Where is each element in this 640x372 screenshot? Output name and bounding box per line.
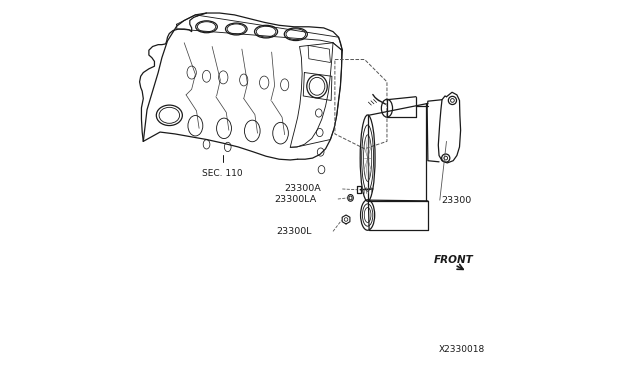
Text: 23300A: 23300A [285,185,321,193]
Text: 23300LA: 23300LA [274,195,316,203]
Text: 23300: 23300 [441,196,472,205]
Text: SEC. 110: SEC. 110 [202,169,243,178]
Text: 23300L: 23300L [276,227,312,236]
Text: FRONT: FRONT [433,255,473,264]
Text: X2330018: X2330018 [438,345,484,354]
